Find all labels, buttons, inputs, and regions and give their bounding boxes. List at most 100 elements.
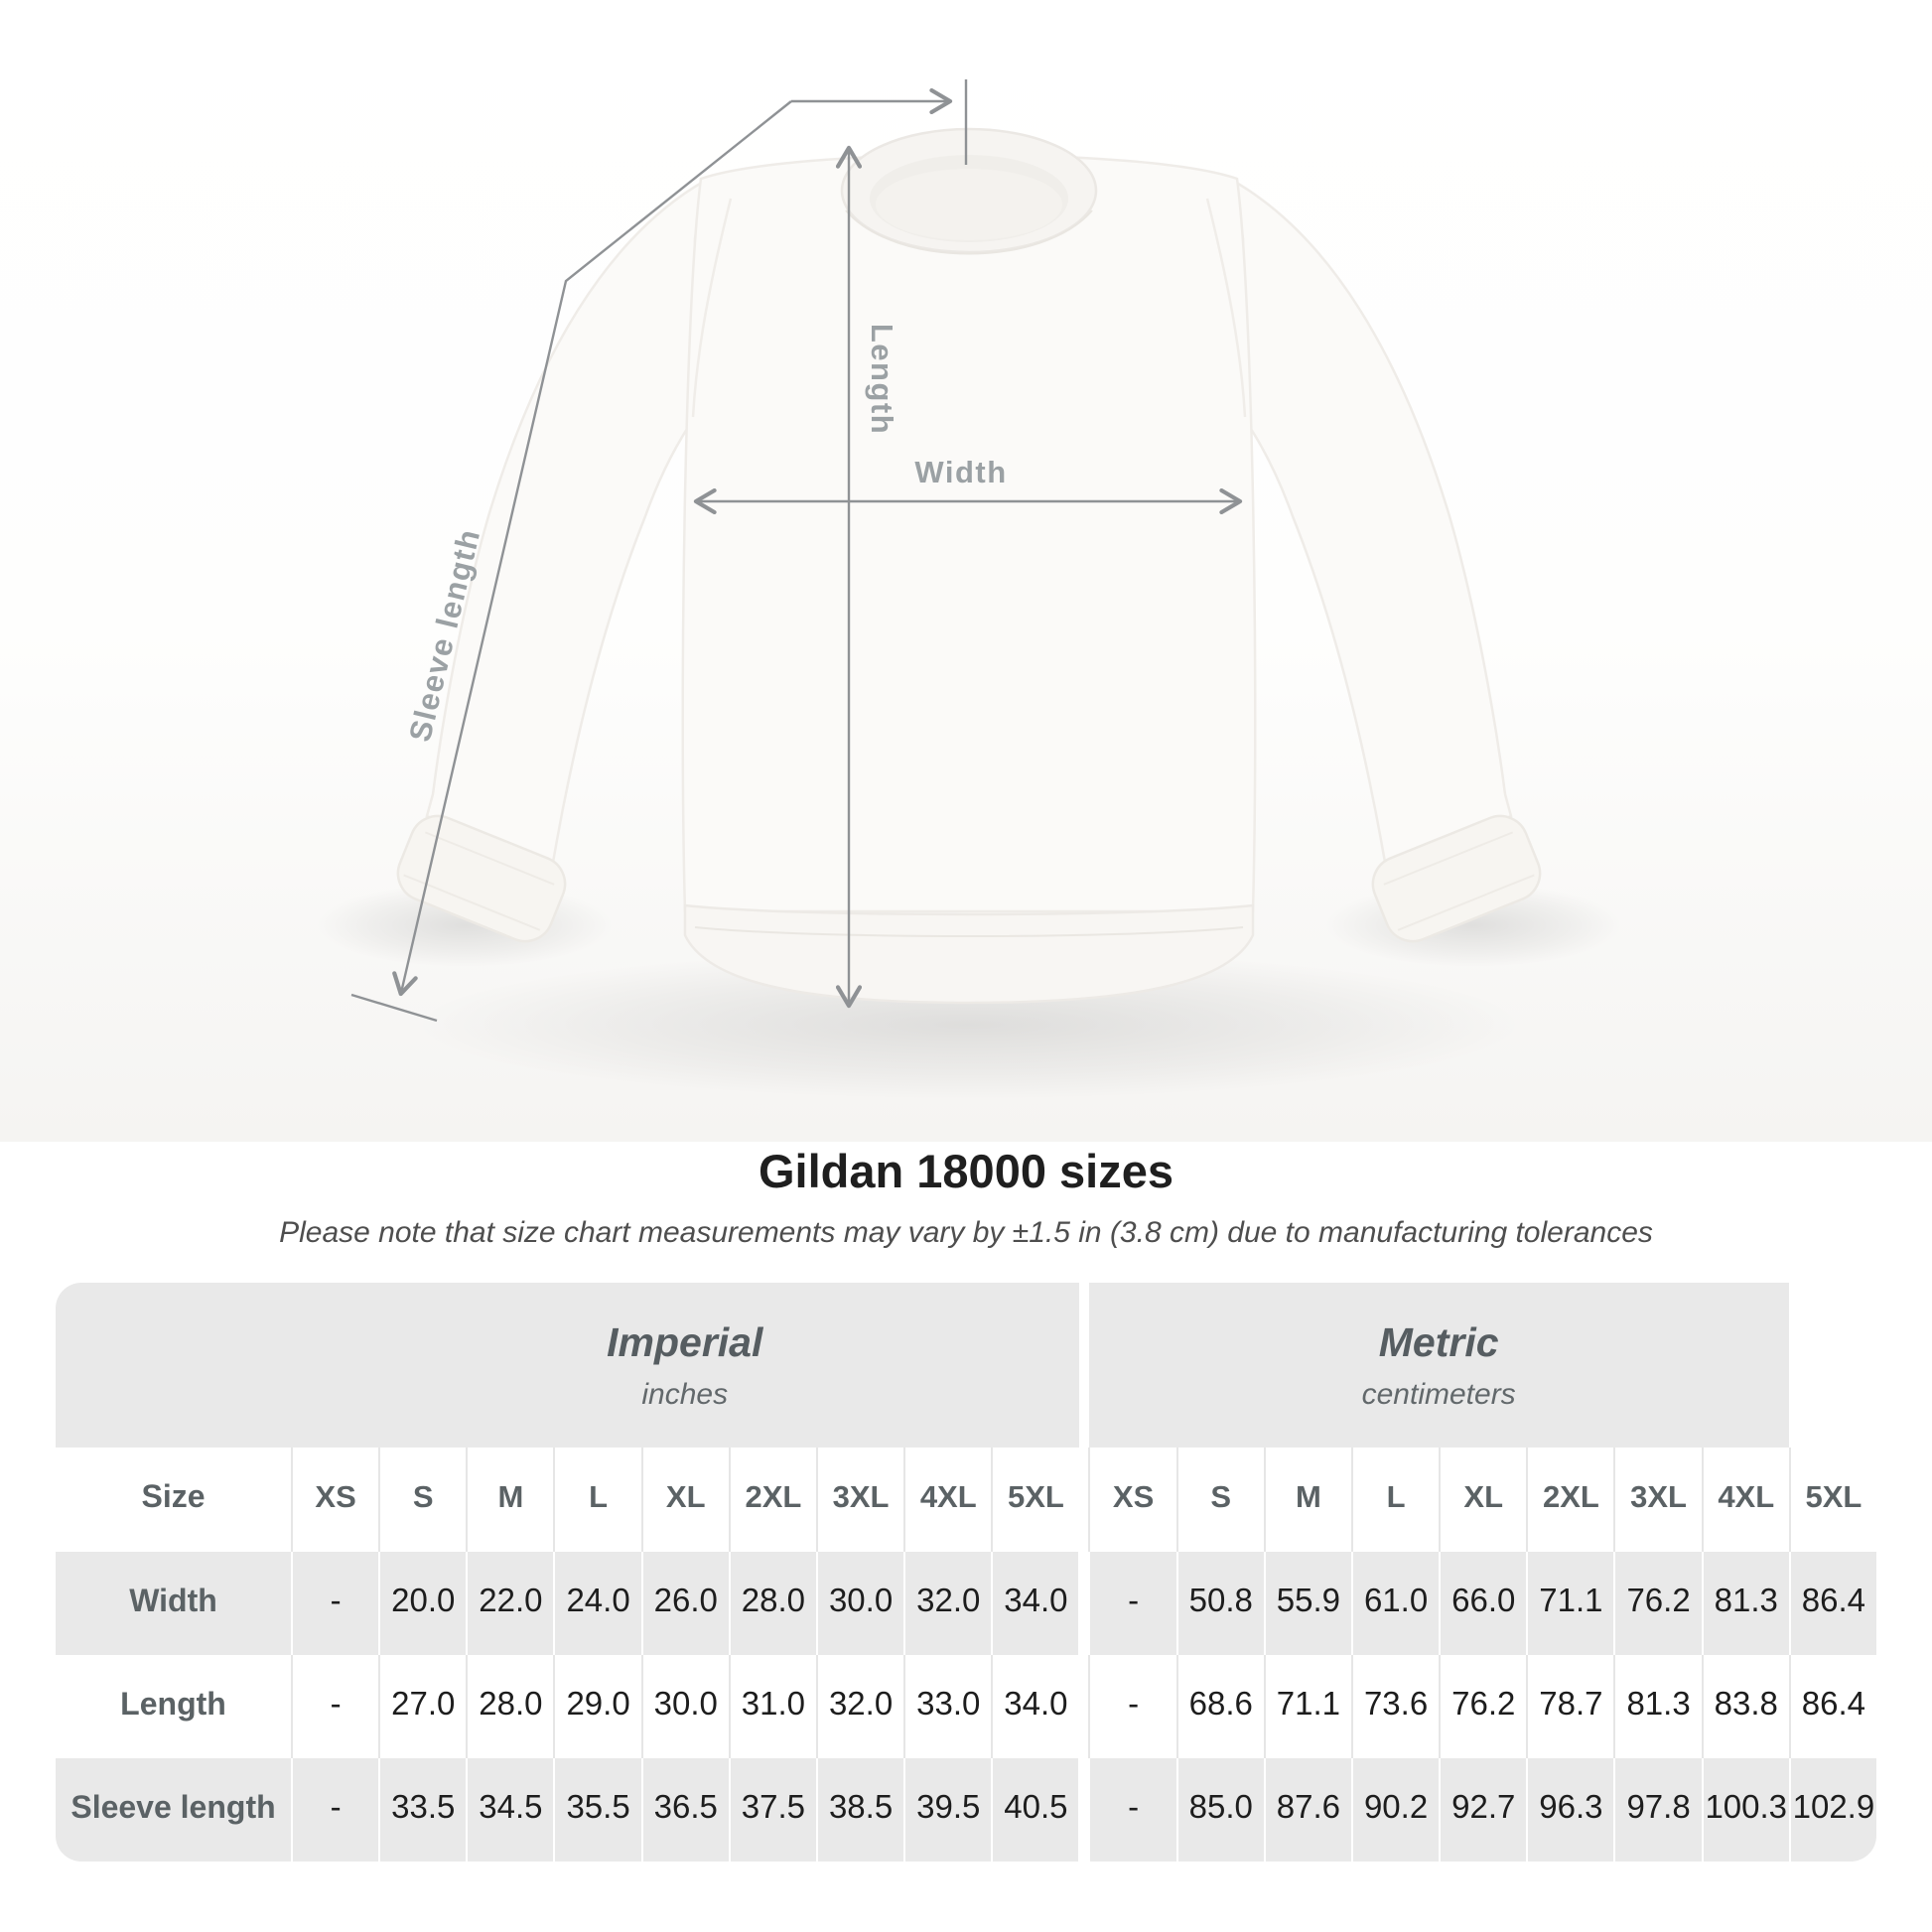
right-shoulder-seam [1205,198,1247,418]
size-cell: XS [291,1448,378,1552]
table-section-header: Imperial inches Metric centimeters [56,1283,1876,1448]
metric-section-label: Metric [1378,1318,1499,1365]
size-cell: M [466,1448,553,1552]
size-header-row: Size XS S M L XL 2XL 3XL 4XL 5XL XS S M L XL 2XL 3XL 4XL 5… [56,1448,1876,1552]
value-cell: 37.5 [728,1758,816,1862]
size-column-header: Size [141,1478,206,1514]
width-dimension-label: Width [914,455,1007,489]
size-table: Imperial inches Metric centimeters Size X… [56,1283,1876,1862]
value-cell: 24.0 [553,1552,641,1655]
size-table-rows: Size XS S M L XL 2XL 3XL 4XL 5XL XS S M L XL 2XL 3XL 4XL 5… [56,1448,1876,1862]
value-cell: 35.5 [553,1758,641,1862]
value-cell: 81.3 [1613,1655,1701,1758]
value-cell: 97.8 [1613,1758,1702,1862]
size-cell: 5XL [991,1448,1078,1552]
value-cell: 50.8 [1175,1552,1264,1655]
size-cell: 4XL [1701,1448,1789,1552]
value-cell: 61.0 [1350,1552,1440,1655]
value-cell: 76.2 [1613,1552,1702,1655]
collar-back [876,169,1062,240]
value-cell: 28.0 [466,1655,553,1758]
table-row: Length -27.0 28.0 29.0 30.0 31.0 32.0 33.0 34.0-… [56,1655,1876,1758]
tolerance-note: Please note that size chart measurements… [279,1216,1653,1249]
value-cell: 73.6 [1350,1655,1439,1758]
value-cell: 83.8 [1701,1655,1789,1758]
right-cuff [1371,814,1542,943]
section-gap [1078,1758,1089,1862]
size-cell: 2XL [728,1448,816,1552]
hem-band [683,903,1255,1005]
size-cell: XL [1439,1448,1526,1552]
value-cell: 33.5 [378,1758,467,1862]
right-sleeve [1231,178,1513,870]
value-cell: 71.1 [1263,1655,1351,1758]
section-divider [1078,1283,1089,1448]
value-cell: 36.5 [640,1758,729,1862]
value-cell: 55.9 [1263,1552,1351,1655]
value-cell: 39.5 [903,1758,992,1862]
size-cell: L [553,1448,640,1552]
value-cell: 27.0 [378,1655,466,1758]
value-cell: 78.7 [1526,1655,1613,1758]
size-cell: 4XL [903,1448,991,1552]
value-cell: 34.0 [991,1552,1079,1655]
value-cell: 81.3 [1701,1552,1789,1655]
size-cell: 3XL [1613,1448,1701,1552]
hem-stitch [694,926,1244,937]
sweatshirt-diagram: Length Width Sleeve length [316,79,1622,1099]
value-cell: 26.0 [640,1552,729,1655]
value-cell: 68.6 [1175,1655,1264,1758]
value-cell: 20.0 [378,1552,467,1655]
size-cell: 5XL [1788,1448,1876,1552]
value-cell: - [1088,1758,1176,1862]
value-cell: 38.5 [815,1758,904,1862]
metric-section-unit: centimeters [1361,1377,1516,1411]
value-cell: 71.1 [1526,1552,1614,1655]
value-cell: 76.2 [1439,1655,1526,1758]
size-cell: XS [1088,1448,1175,1552]
size-cell: 2XL [1526,1448,1613,1552]
value-cell: 29.0 [553,1655,640,1758]
value-cell: 100.3 [1701,1758,1789,1862]
imperial-section-header: Imperial inches [56,1283,1079,1448]
metric-section-header: Metric centimeters [1088,1283,1789,1448]
section-gap [1078,1655,1089,1758]
left-shoulder-seam [691,198,733,418]
value-cell: 32.0 [815,1655,903,1758]
value-cell: - [291,1655,378,1758]
value-cell: 90.2 [1350,1758,1440,1862]
section-gap [1078,1552,1089,1655]
value-cell: 87.6 [1263,1758,1351,1862]
garment-shadow [413,950,1525,1099]
value-cell: - [1088,1552,1176,1655]
imperial-section-unit: inches [641,1377,729,1411]
value-cell: 31.0 [728,1655,816,1758]
value-cell: 32.0 [903,1552,992,1655]
value-cell: 96.3 [1526,1758,1614,1862]
value-cell: 34.0 [991,1655,1078,1758]
value-cell: - [291,1552,379,1655]
size-cell: M [1263,1448,1351,1552]
size-cell: XL [640,1448,729,1552]
value-cell: 66.0 [1439,1552,1527,1655]
value-cell: - [291,1758,379,1862]
table-row: Width -20.0 22.0 24.0 26.0 28.0 30.0 32.0 34.0-5… [56,1552,1876,1655]
value-cell: 86.4 [1788,1655,1876,1758]
left-sleeve [425,178,707,870]
sleeve-dimension-cuff-tick [350,993,438,1023]
size-cell: L [1350,1448,1439,1552]
sleeve-dimension-line [392,100,792,997]
row-label: Length [120,1685,226,1722]
value-cell: 22.0 [466,1552,554,1655]
size-cell: S [378,1448,466,1552]
value-cell: 33.0 [903,1655,991,1758]
value-cell: 92.7 [1439,1758,1527,1862]
imperial-section-label: Imperial [607,1318,763,1365]
value-cell: 40.5 [991,1758,1079,1862]
sweatshirt-body [681,153,1257,913]
value-cell: 85.0 [1175,1758,1264,1862]
value-cell: 34.5 [466,1758,554,1862]
section-gap [1078,1448,1089,1552]
page-title: Gildan 18000 sizes [758,1145,1174,1197]
